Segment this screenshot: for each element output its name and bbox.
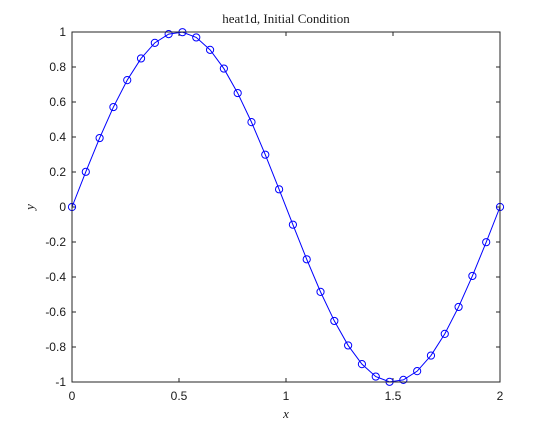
y-tick-label: -1 [55, 375, 66, 389]
data-point-marker [316, 287, 325, 296]
data-point-marker [150, 38, 159, 47]
x-tick-label: 0.5 [171, 389, 188, 403]
y-tick-label: -0.2 [45, 235, 66, 249]
data-point-marker [302, 255, 311, 264]
data-point-marker [440, 329, 449, 338]
y-tick-label: -0.4 [45, 270, 66, 284]
data-point-marker [261, 150, 270, 159]
data-point-marker [413, 367, 422, 376]
data-point-marker [205, 45, 215, 54]
data-point-marker [247, 118, 256, 127]
data-point-marker [399, 375, 408, 384]
data-point-marker [123, 76, 132, 85]
data-point-marker [109, 102, 118, 112]
y-tick-label: 1 [59, 25, 66, 39]
x-tick-label: 1.5 [385, 389, 402, 403]
data-point-marker [344, 341, 353, 350]
series-layer [67, 28, 505, 386]
data-point-marker [81, 167, 90, 176]
y-tick-label: 0.8 [49, 60, 66, 74]
y-tick-label: 0.4 [49, 130, 66, 144]
data-point-marker [468, 271, 477, 281]
data-point-marker [136, 54, 146, 63]
data-point-marker [219, 64, 228, 73]
x-tick-label: 2 [497, 389, 504, 403]
data-point-marker [357, 360, 367, 369]
data-point-marker [164, 29, 173, 39]
data-point-marker [233, 88, 242, 98]
data-point-marker [192, 33, 201, 42]
y-tick-label: 0.6 [49, 95, 66, 109]
y-tick-label: 0 [59, 200, 66, 214]
data-point-marker [330, 316, 339, 326]
chart-title: heat1d, Initial Condition [222, 11, 350, 26]
axes-box [71, 31, 501, 383]
y-axis-label: y [22, 204, 37, 212]
ticks-layer: 0 0.5 1 1.5 2 -1 -0.8 -0.6 -0.4 -0.2 0 0.2 0.4 0.6 0.8… [45, 25, 503, 403]
y-tick-label: -0.8 [45, 340, 66, 354]
x-axis-label: x [282, 406, 289, 421]
data-point-marker [371, 372, 380, 381]
y-tick-label: 0.2 [49, 165, 66, 179]
data-point-marker [95, 133, 104, 143]
data-point-marker [454, 302, 463, 312]
x-tick-label: 0 [69, 389, 76, 403]
data-point-marker [426, 351, 436, 360]
data-point-marker [274, 185, 284, 194]
x-tick-label: 1 [283, 389, 290, 403]
y-tick-label: -0.6 [45, 305, 66, 319]
data-point-marker [482, 238, 491, 247]
data-point-marker [288, 220, 298, 229]
